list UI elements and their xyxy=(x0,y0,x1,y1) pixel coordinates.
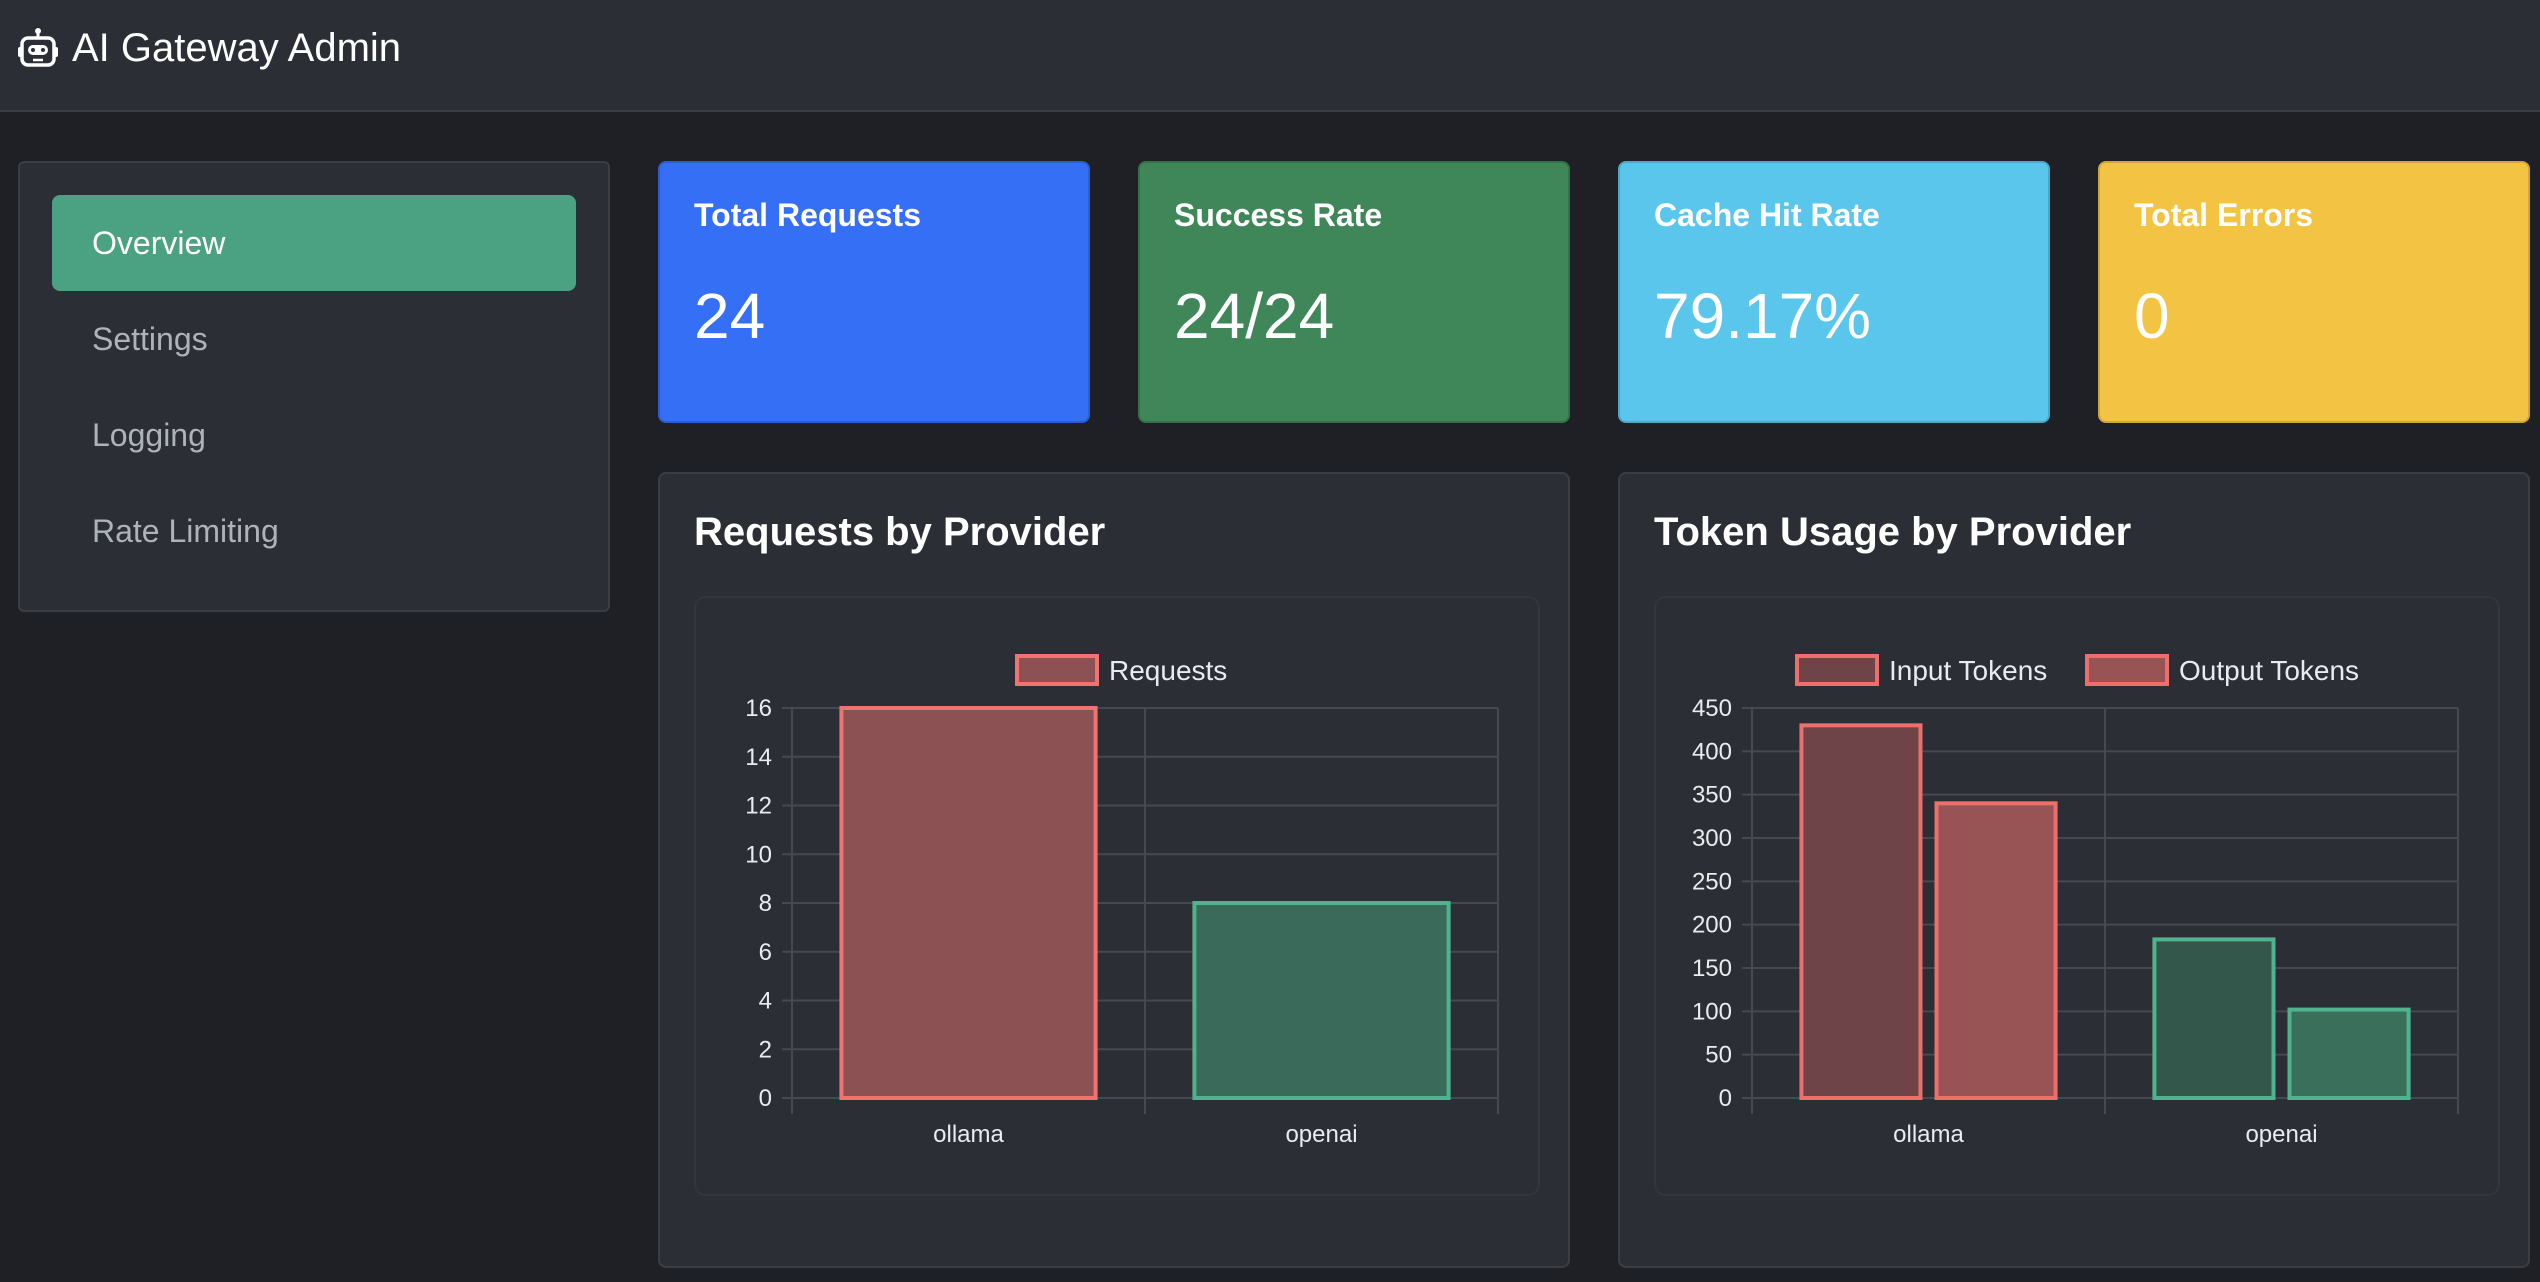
robot-icon xyxy=(18,27,58,67)
stat-value: 24/24 xyxy=(1174,280,1335,352)
stat-card-total-requests: Total Requests 24 xyxy=(658,161,1090,423)
sidebar-item-settings[interactable]: Settings xyxy=(92,321,208,357)
y-tick-label: 250 xyxy=(1692,868,1732,895)
chart-title: Requests by Provider xyxy=(694,510,1106,554)
bar-ollama-input-tokens xyxy=(1799,723,1923,1100)
legend-label: Requests xyxy=(1109,655,1227,686)
stat-value: 24 xyxy=(694,280,766,352)
tokens-chart-container: 0 50 100 150 200 250 300 350 400 450 ollama openai I… xyxy=(1654,596,2500,1196)
stat-value: 0 xyxy=(2134,280,2170,352)
tokens-chart-card: Token Usage by Provider 0 50 100 150 200 250 3… xyxy=(1618,472,2530,1268)
app-title: AI Gateway Admin xyxy=(72,26,402,70)
legend-swatch xyxy=(2085,654,2169,686)
y-tick-label: 350 xyxy=(1692,782,1732,809)
y-tick-label: 200 xyxy=(1692,912,1732,939)
stat-title: Total Requests xyxy=(694,197,921,233)
x-tick-label: ollama xyxy=(933,1121,1004,1148)
stat-title: Total Errors xyxy=(2134,197,2313,233)
bar-openai-requests xyxy=(1192,901,1451,1100)
bar-ollama-output-tokens xyxy=(1934,801,2058,1100)
y-tick-label: 8 xyxy=(759,890,772,917)
y-tick-label: 14 xyxy=(745,744,772,771)
bar-openai-output-tokens xyxy=(2287,1007,2411,1101)
legend-swatch xyxy=(1795,654,1879,686)
chart-title: Token Usage by Provider xyxy=(1654,510,2132,554)
requests-chart-card: Requests by Provider 0 2 4 6 8 10 12 14 16 ollama… xyxy=(658,472,1570,1268)
y-tick-label: 150 xyxy=(1692,955,1732,982)
y-tick-label: 400 xyxy=(1692,738,1732,765)
y-tick-label: 4 xyxy=(759,988,772,1015)
sidebar-item-rate-limiting[interactable]: Rate Limiting xyxy=(92,513,279,549)
x-tick-label: openai xyxy=(1285,1121,1357,1148)
y-tick-label: 16 xyxy=(745,695,772,722)
tokens-bar-chart[interactable]: 0 50 100 150 200 250 300 350 400 450 ollama openai I… xyxy=(1656,598,2502,1198)
legend-swatch xyxy=(1015,654,1099,686)
stat-value: 79.17% xyxy=(1654,280,1872,352)
y-tick-label: 50 xyxy=(1705,1042,1732,1069)
stat-title: Cache Hit Rate xyxy=(1654,197,1880,233)
x-tick-label: openai xyxy=(2245,1121,2317,1148)
sidebar-item-overview[interactable]: Overview xyxy=(52,195,576,291)
x-tick-label: ollama xyxy=(1893,1121,1964,1148)
sidebar-item-logging[interactable]: Logging xyxy=(92,417,206,453)
y-tick-label: 2 xyxy=(759,1036,772,1063)
y-tick-label: 300 xyxy=(1692,825,1732,852)
requests-bar-chart[interactable]: 0 2 4 6 8 10 12 14 16 ollama openai Requests xyxy=(696,598,1542,1198)
y-tick-label: 10 xyxy=(745,841,772,868)
stat-card-cache-hit-rate: Cache Hit Rate 79.17% xyxy=(1618,161,2050,423)
y-tick-label: 6 xyxy=(759,939,772,966)
y-tick-label: 450 xyxy=(1692,695,1732,722)
y-tick-label: 0 xyxy=(759,1085,772,1112)
brand[interactable]: AI Gateway Admin xyxy=(16,26,401,71)
top-navbar: AI Gateway Admin xyxy=(0,0,2540,112)
legend-label: Input Tokens xyxy=(1889,655,2047,686)
y-tick-label: 100 xyxy=(1692,998,1732,1025)
y-tick-label: 0 xyxy=(1719,1085,1732,1112)
bar-ollama-requests xyxy=(839,706,1098,1100)
requests-chart-container: 0 2 4 6 8 10 12 14 16 ollama openai Requests xyxy=(694,596,1540,1196)
stat-card-success-rate: Success Rate 24/24 xyxy=(1138,161,1570,423)
legend-label: Output Tokens xyxy=(2179,655,2359,686)
bar-openai-input-tokens xyxy=(2152,937,2276,1100)
sidebar: Overview Settings Logging Rate Limiting xyxy=(18,161,610,612)
stat-title: Success Rate xyxy=(1174,197,1383,233)
stat-card-total-errors: Total Errors 0 xyxy=(2098,161,2530,423)
y-tick-label: 12 xyxy=(745,793,772,820)
